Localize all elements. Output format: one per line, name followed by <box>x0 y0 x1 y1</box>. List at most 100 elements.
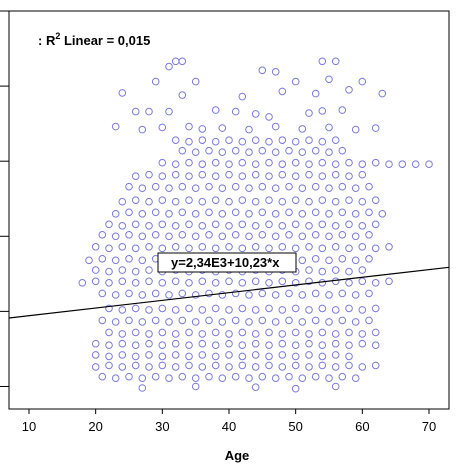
data-point <box>211 328 220 337</box>
data-point <box>325 148 333 156</box>
data-point <box>158 328 167 337</box>
data-point <box>198 197 207 206</box>
data-point <box>158 123 167 132</box>
data-point <box>325 75 333 84</box>
data-point <box>278 243 287 251</box>
fit-equation-box: y=2,34E3+10,23*x <box>157 252 297 273</box>
data-point <box>211 304 220 313</box>
data-point <box>331 351 340 359</box>
data-point <box>318 137 327 146</box>
data-point <box>205 208 213 217</box>
data-point <box>305 109 313 117</box>
data-point <box>98 372 107 381</box>
data-point <box>211 137 220 146</box>
data-point <box>291 384 300 393</box>
data-point <box>125 316 133 325</box>
data-point <box>265 328 273 337</box>
data-point <box>411 160 420 168</box>
data-point <box>311 89 320 98</box>
data-point <box>305 306 313 314</box>
data-point <box>145 277 153 286</box>
data-point <box>311 231 320 239</box>
fit-equation-border <box>157 252 297 273</box>
data-point <box>91 277 100 286</box>
data-point <box>371 244 380 253</box>
data-point <box>278 222 287 230</box>
data-point <box>278 330 287 338</box>
data-point <box>138 291 147 299</box>
data-point <box>271 374 280 383</box>
data-point <box>125 289 133 298</box>
data-point <box>358 160 367 168</box>
data-point <box>331 57 340 66</box>
data-point <box>305 351 313 359</box>
data-point <box>371 124 380 132</box>
data-point <box>125 208 133 217</box>
data-point <box>191 291 200 299</box>
data-point <box>231 316 240 325</box>
data-point <box>265 304 273 313</box>
fit-line <box>8 266 450 319</box>
data-point <box>351 184 360 192</box>
data-point <box>105 341 113 350</box>
r2-label: : R <box>38 33 56 48</box>
data-point <box>338 289 347 298</box>
data-point <box>118 222 127 230</box>
data-point <box>211 172 220 180</box>
data-point <box>198 363 207 371</box>
data-point <box>285 372 293 381</box>
data-point <box>278 306 287 314</box>
data-point <box>345 352 353 361</box>
data-point <box>138 184 147 192</box>
data-point <box>125 182 133 191</box>
data-point <box>365 316 373 325</box>
data-point <box>338 146 347 155</box>
data-point <box>351 256 360 265</box>
data-point <box>231 231 240 239</box>
data-point <box>231 289 240 298</box>
x-axis-title: Age <box>225 448 250 463</box>
data-point <box>305 222 313 230</box>
data-point <box>225 197 233 206</box>
data-point <box>351 125 360 134</box>
data-point <box>211 244 220 253</box>
x-tick-label: 10 <box>22 419 36 434</box>
data-point <box>298 125 307 133</box>
data-point <box>311 372 320 381</box>
r2-annotation: : R2 Linear = 0,015 <box>38 31 150 48</box>
data-point <box>125 254 133 263</box>
data-point <box>231 208 240 217</box>
data-point <box>198 330 207 338</box>
data-point <box>185 361 193 370</box>
data-point <box>351 210 360 218</box>
data-point <box>198 351 207 359</box>
data-point <box>191 318 200 326</box>
data-point <box>345 220 353 229</box>
data-point <box>185 220 193 229</box>
data-point <box>205 182 213 191</box>
data-point <box>185 137 193 146</box>
data-point <box>265 196 273 204</box>
fit-equation-label: y=2,34E3+10,23*x <box>171 255 280 270</box>
data-point <box>225 306 233 314</box>
data-point <box>158 341 167 350</box>
data-point <box>218 291 227 299</box>
data-point <box>325 210 333 218</box>
data-point <box>245 318 253 326</box>
data-point <box>251 197 260 206</box>
data-point <box>371 341 380 350</box>
data-point <box>291 279 300 287</box>
data-point <box>218 210 227 218</box>
data-point <box>271 291 280 299</box>
data-point <box>145 266 153 274</box>
data-point <box>265 220 273 229</box>
data-point <box>191 148 200 156</box>
data-point <box>265 341 273 350</box>
data-point <box>331 136 340 144</box>
data-point <box>191 382 200 391</box>
data-point <box>238 220 247 229</box>
data-point <box>365 208 373 217</box>
data-point <box>278 136 287 144</box>
data-point <box>171 330 180 338</box>
data-point <box>351 374 360 383</box>
